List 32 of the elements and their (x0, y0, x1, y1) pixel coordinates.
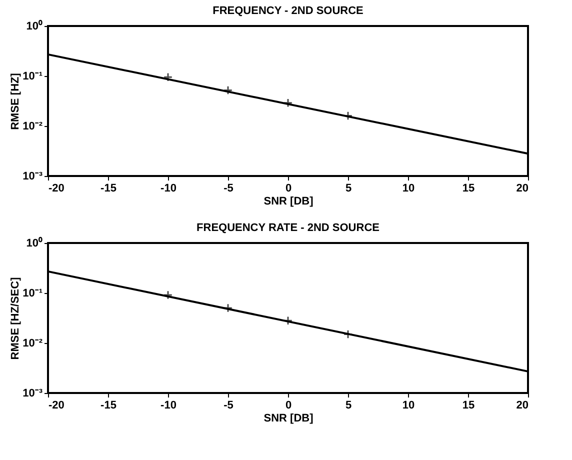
x-tick-label: -15 (100, 400, 116, 412)
y-tick-label: 10⁻³ (22, 170, 43, 182)
y-tick-label: 10⁻³ (22, 388, 43, 400)
y-tick-label: 10⁰ (26, 236, 42, 250)
x-axis-title: SNR [DB] (264, 412, 314, 424)
x-tick-label: -15 (100, 182, 116, 194)
x-tick-label: 20 (516, 400, 528, 412)
x-tick-label: -10 (160, 400, 176, 412)
y-tick-label: 10⁻² (22, 120, 43, 132)
x-tick-label: 5 (345, 182, 352, 194)
x-tick-label: 10 (402, 182, 415, 194)
chart-title: FREQUENCY RATE - 2ND SOURCE (196, 222, 380, 234)
x-tick-label: 15 (462, 400, 475, 412)
y-tick-label: 10⁻¹ (22, 70, 43, 82)
x-tick-label: -20 (48, 182, 64, 194)
y-tick-label: 10⁰ (26, 20, 42, 32)
chart-title: FREQUENCY - 2ND SOURCE (212, 5, 364, 17)
x-tick-label: 0 (285, 400, 292, 412)
x-tick-label: -20 (48, 400, 64, 412)
y-axis-title: RMSE [HZ] (10, 72, 22, 130)
y-tick-label: 10⁻² (22, 338, 43, 350)
x-tick-label: -5 (224, 182, 234, 194)
x-tick-label: 10 (402, 400, 415, 412)
x-tick-label: -10 (160, 182, 176, 194)
x-tick-label: -5 (224, 400, 234, 412)
x-tick-label: 0 (285, 182, 292, 194)
x-axis-title: SNR [DB] (264, 196, 314, 208)
x-tick-label: 20 (516, 182, 528, 194)
x-tick-label: 15 (462, 182, 475, 194)
x-tick-label: 5 (345, 400, 352, 412)
y-tick-label: 10⁻¹ (22, 288, 43, 300)
y-axis-title: RMSE [HZ/SEC] (10, 276, 22, 360)
